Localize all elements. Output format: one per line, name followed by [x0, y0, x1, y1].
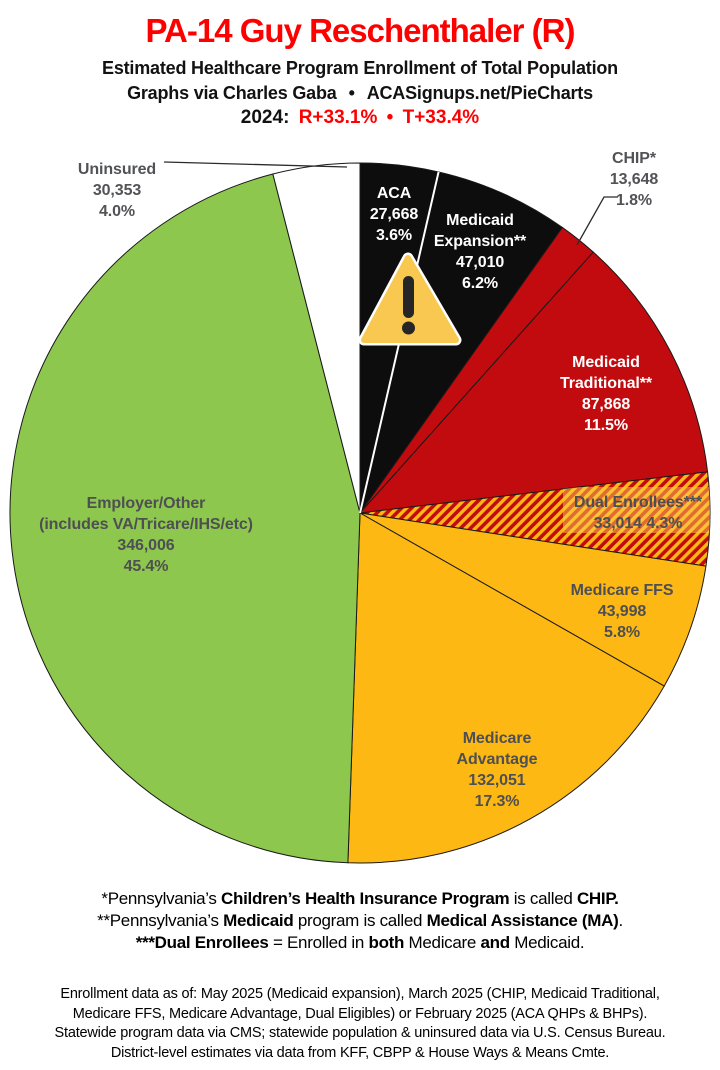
slice-label-uninsured: Uninsured 30,353 4.0% — [77, 161, 157, 220]
pie-slice-medicaid-expansion — [359, 171, 564, 514]
slice-label-chip: CHIP* 13,648 1.8% — [609, 150, 659, 209]
bullet-separator: • — [348, 83, 355, 103]
source-line-3: Statewide program data via CMS; statewid… — [54, 1025, 666, 1041]
footnotes: *Pennsylvania’s Children’s Health Insura… — [0, 888, 720, 954]
pie-slice-medicaid-traditional — [358, 251, 709, 514]
chart-attribution: Graphs via Charles Gaba • ACASignups.net/P… — [0, 83, 720, 104]
chart-subtitle: Estimated Healthcare Program Enrollment … — [102, 58, 618, 78]
slice-label-medicaid-traditional: Medicaid Traditional** 87,868 11.5% — [559, 354, 653, 434]
pie-svg — [9, 161, 711, 864]
attribution-text: Graphs via Charles Gaba — [127, 83, 337, 103]
footnote-line-3: ***Dual Enrollees = Enrolled in both Med… — [135, 933, 585, 952]
attribution-site: ACASignups.net/PieCharts — [366, 83, 593, 103]
source-line-4: District-level estimates via data from K… — [110, 1044, 610, 1061]
footnote-line-1: *Pennsylvania’s Children’s Health Insura… — [101, 889, 619, 908]
uninsured-leader-line — [163, 161, 348, 168]
slice-label-dual-enrollees: Dual Enrollees*** 33,014 4.3% — [573, 494, 703, 532]
slice-label-medicare-advantage: Medicare Advantage 132,051 17.3% — [456, 730, 538, 810]
slice-label-medicaid-expansion: Medicaid Expansion** 47,010 6.2% — [433, 212, 527, 292]
source-line-2: Medicare FFS, Medicare Advantage, Dual E… — [72, 1005, 648, 1022]
slice-label-medicare-ffs: Medicare FFS 43,998 5.8% — [570, 582, 674, 641]
pie-chart: ACA 27,668 3.6% Medicaid Expansion** 47,… — [0, 140, 720, 882]
chip-leader-line — [576, 196, 618, 246]
slice-label-aca: ACA 27,668 3.6% — [369, 185, 419, 244]
pie-slice-employer-other — [9, 173, 361, 864]
source-notes: Enrollment data as of: May 2025 (Medicai… — [0, 985, 720, 1063]
slice-label-employer-other: Employer/Other (includes VA/Tricare/IHS/… — [39, 495, 253, 575]
partisan-lean-line: 2024: R+33.1% • T+33.4% — [0, 107, 720, 129]
footnote-line-2: **Pennsylvania’s Medicaid program is cal… — [97, 911, 623, 930]
warning-triangle-icon — [358, 252, 462, 346]
r-lean-value: R+33.1% — [298, 107, 378, 128]
lean-bullet-separator: • — [386, 107, 394, 128]
page-title: PA-14 Guy Reschenthaler (R) — [145, 12, 575, 49]
source-line-1: Enrollment data as of: May 2025 (Medicai… — [60, 986, 660, 1002]
pie-slice-medicare-ffs — [359, 512, 707, 687]
pie-slice-medicare-advantage — [347, 512, 665, 864]
dual-enrollees-highlight — [563, 487, 711, 533]
year-label: 2024: — [240, 107, 290, 128]
t-lean-value: T+33.4% — [402, 107, 480, 128]
